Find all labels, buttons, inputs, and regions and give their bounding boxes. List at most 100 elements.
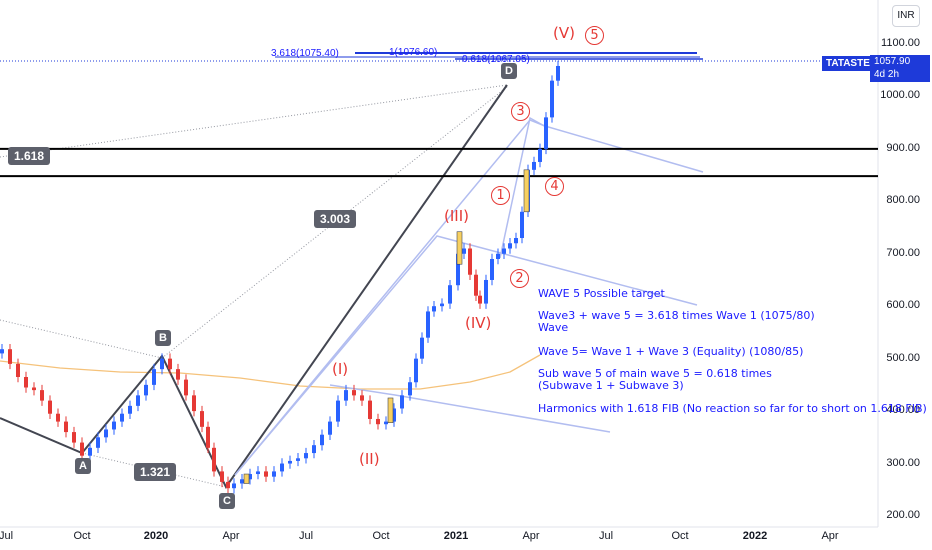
candle-body bbox=[514, 238, 518, 244]
candle-body bbox=[360, 395, 364, 401]
candle-body bbox=[168, 358, 172, 370]
moving-average-line bbox=[0, 354, 541, 390]
candle-body bbox=[296, 458, 300, 461]
candle-body bbox=[40, 390, 44, 401]
candle-body bbox=[288, 460, 292, 464]
highlight-candle bbox=[523, 169, 530, 213]
candle-body bbox=[556, 65, 560, 81]
harmonic-point-c: C bbox=[219, 493, 235, 509]
harmonic-pattern-line bbox=[0, 84, 508, 489]
candle-body bbox=[520, 211, 524, 239]
currency-button[interactable]: INR bbox=[892, 5, 920, 27]
candle-body bbox=[400, 395, 404, 409]
candle-body bbox=[160, 358, 164, 370]
x-tick-label: Jul bbox=[298, 530, 314, 542]
harmonic-point-b: B bbox=[155, 330, 171, 346]
candle-body bbox=[56, 413, 60, 422]
wave-label-iv: (IV) bbox=[465, 314, 492, 332]
x-tick-label: 2020 bbox=[143, 530, 169, 542]
highlight-candle bbox=[243, 473, 250, 484]
candle-body bbox=[550, 80, 554, 118]
candle-body bbox=[420, 337, 424, 359]
candle-body bbox=[484, 279, 488, 304]
candle-body bbox=[312, 445, 316, 454]
wave-label-i: (I) bbox=[332, 360, 349, 378]
wave-projection-line bbox=[329, 384, 611, 433]
highlight-candle bbox=[387, 397, 394, 423]
wave-projection-line bbox=[234, 235, 698, 476]
x-tick-label: Jul bbox=[0, 530, 14, 542]
wave-label-iii: (III) bbox=[444, 207, 469, 225]
x-tick-label: Oct bbox=[372, 530, 390, 542]
harmonic-dotted-line bbox=[0, 319, 163, 359]
candle-body bbox=[508, 243, 512, 249]
candle-body bbox=[0, 349, 4, 354]
highlight-candle bbox=[456, 231, 463, 265]
y-tick-label: 800.00 bbox=[886, 194, 920, 207]
candle-body bbox=[200, 411, 204, 427]
candle-body bbox=[478, 295, 482, 304]
candle-body bbox=[408, 382, 412, 396]
candle-body bbox=[232, 483, 236, 489]
candle-body bbox=[490, 258, 494, 280]
bar-countdown: 4d 2h bbox=[874, 69, 900, 80]
annotation-text: Wave 5= Wave 1 + Wave 3 (Equality) (1080… bbox=[538, 345, 804, 358]
annotation-text: Harmonics with 1.618 FIB (No reaction so… bbox=[538, 402, 927, 415]
candle-body bbox=[448, 285, 452, 304]
harmonic-dotted-line bbox=[81, 452, 227, 488]
candle-body bbox=[538, 148, 542, 162]
candle-body bbox=[220, 471, 224, 482]
annotation-text: Sub wave 5 of main wave 5 = 0.618 times … bbox=[538, 367, 772, 392]
candle-body bbox=[304, 453, 308, 459]
candle-body bbox=[80, 442, 84, 456]
annotation-text: Wave3 + wave 5 = 3.618 times Wave 1 (107… bbox=[538, 309, 815, 334]
candle-body bbox=[32, 387, 36, 391]
subwave-label-1: 1 bbox=[491, 186, 510, 205]
y-tick-label: 500.00 bbox=[886, 351, 920, 364]
annotation-text: WAVE 5 Possible target bbox=[538, 287, 665, 300]
candle-body bbox=[256, 471, 260, 475]
y-tick-label: 300.00 bbox=[886, 456, 920, 469]
candle-body bbox=[48, 400, 52, 414]
fib-ratio-box: 3.003 bbox=[314, 210, 357, 228]
candle-body bbox=[88, 447, 92, 456]
y-tick-label: 400.00 bbox=[886, 404, 920, 417]
wave-label-ii: (II) bbox=[359, 450, 380, 468]
candle-body bbox=[272, 471, 276, 477]
last-price-value: 1057.90 bbox=[874, 56, 911, 67]
candle-body bbox=[128, 405, 132, 414]
candle-body bbox=[112, 421, 116, 430]
candle-body bbox=[496, 253, 500, 259]
wave-label-v: (V) bbox=[553, 24, 575, 42]
candle-body bbox=[136, 395, 140, 406]
candle-body bbox=[144, 384, 148, 396]
x-tick-label: Apr bbox=[522, 530, 540, 542]
subwave-label-4: 4 bbox=[545, 177, 564, 196]
x-tick-label: Oct bbox=[73, 530, 91, 542]
candle-body bbox=[344, 390, 348, 401]
x-tick-label: Apr bbox=[222, 530, 240, 542]
candle-body bbox=[104, 429, 108, 438]
harmonic-dotted-line bbox=[0, 84, 508, 158]
candle-body bbox=[474, 274, 478, 296]
candle-body bbox=[462, 248, 466, 254]
y-tick-label: 900.00 bbox=[886, 141, 920, 154]
fib-ratio-box: 1.618 bbox=[8, 147, 51, 165]
candle-body bbox=[376, 418, 380, 425]
candle-body bbox=[384, 421, 388, 425]
fib-target-label: 0.618(1067.05) bbox=[462, 54, 530, 65]
harmonic-point-d: D bbox=[501, 63, 517, 79]
candle-body bbox=[440, 303, 444, 307]
candle-body bbox=[226, 481, 230, 489]
wave-projection-line bbox=[499, 116, 549, 259]
candle-body bbox=[206, 426, 210, 448]
candle-body bbox=[96, 437, 100, 448]
candle-body bbox=[248, 474, 252, 480]
candle-body bbox=[328, 421, 332, 435]
candle-body bbox=[152, 369, 156, 385]
candle-body bbox=[240, 479, 244, 484]
candle-body bbox=[456, 253, 460, 286]
x-tick-label: Oct bbox=[671, 530, 689, 542]
candle-body bbox=[502, 248, 506, 254]
